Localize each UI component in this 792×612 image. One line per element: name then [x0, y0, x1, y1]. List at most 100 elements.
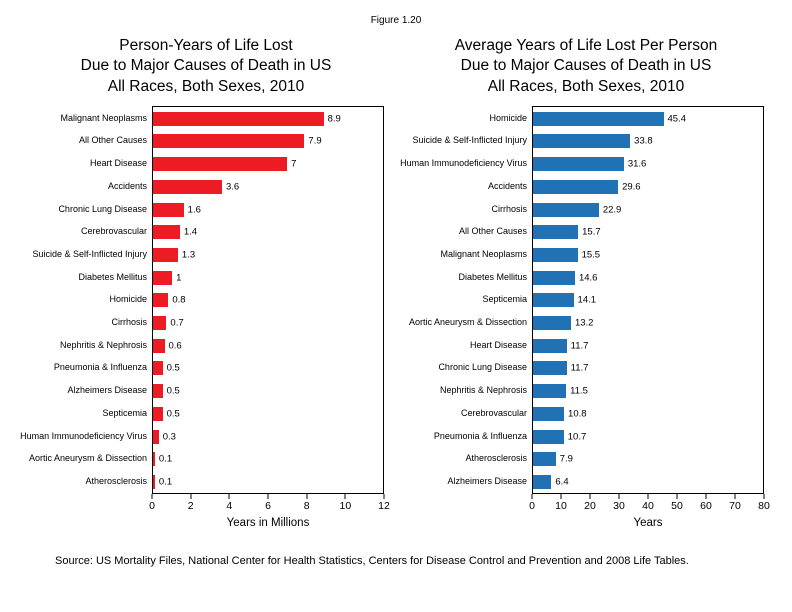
x-axis-tick [734, 494, 736, 500]
x-axis-tick [705, 494, 707, 500]
category-label: Cirrhosis [491, 203, 527, 214]
bar [153, 338, 165, 353]
category-label: Accidents [487, 180, 527, 191]
bar-value-label: 0.3 [162, 431, 176, 443]
x-axis-tick-label: 12 [378, 500, 390, 513]
x-axis-tick [676, 494, 678, 500]
category-label: Pneumonia & Influenza [433, 430, 527, 441]
x-axis-label: Years [633, 517, 663, 530]
x-axis-tick [344, 494, 346, 500]
x-axis-tick [306, 494, 308, 500]
bar [153, 293, 169, 308]
x-axis-tick-label: 40 [642, 500, 654, 513]
x-axis-tick-label: 4 [226, 500, 233, 513]
category-labels: Homicide Suicide & Self-Inflicted Injury H… [400, 106, 532, 492]
bar-value-label: 0.5 [166, 385, 180, 397]
bar [533, 293, 574, 308]
bar [533, 270, 575, 285]
category-label: Diabetes Mellitus [458, 271, 527, 282]
bar [533, 361, 567, 376]
x-axis-tick [190, 494, 192, 500]
bar-value-label: 7.9 [308, 135, 322, 147]
x-axis-tick [647, 494, 649, 500]
category-labels: Malignant Neoplasms All Other Causes Heart… [20, 106, 152, 492]
bar-value-label: 11.7 [570, 362, 589, 374]
bar-value-label: 0.8 [172, 294, 186, 306]
x-axis-tick-label: 0 [529, 500, 535, 513]
bar [153, 406, 163, 421]
bar-value-label: 6.4 [555, 476, 569, 488]
category-label: Alzheimers Disease [447, 476, 527, 486]
bar [153, 270, 173, 285]
category-label: Septicemia [102, 407, 147, 418]
bar [153, 475, 155, 489]
bar [153, 179, 222, 194]
bar-value-label: 0.5 [166, 408, 180, 420]
bar-value-label: 45.4 [667, 113, 687, 125]
x-axis-label: Years in Millions [226, 517, 310, 530]
bar [533, 452, 556, 467]
bar-value-label: 31.6 [627, 158, 647, 170]
bar [533, 475, 552, 489]
bar-value-label: 10.7 [567, 431, 587, 443]
left-chart-body: Malignant Neoplasms All Other Causes Heart… [20, 106, 390, 530]
bar [153, 111, 324, 126]
x-axis-tick-label: 6 [265, 500, 271, 513]
category-label: Nephritis & Nephrosis [439, 385, 527, 396]
bar-value-label: 10.8 [568, 408, 587, 420]
category-label: Cerebrovascular [80, 226, 147, 237]
right-chart-title: Average Years of Life Lost Per Person Du… [454, 37, 718, 95]
bar [153, 384, 163, 399]
category-label: Nephritis & Nephrosis [59, 339, 147, 350]
category-label: Accidents [107, 180, 147, 191]
bar [153, 247, 178, 262]
category-label: Alzheimers Disease [67, 385, 147, 396]
bar-value-label: 14.1 [577, 294, 597, 306]
x-axis-tick [383, 494, 385, 500]
category-label: Suicide & Self-Inflicted Injury [32, 248, 147, 259]
bar-value-label: 29.6 [622, 181, 641, 193]
bar [533, 429, 564, 444]
bar-value-label: 0.1 [158, 476, 173, 488]
category-label: Malignant Neoplasms [440, 248, 527, 259]
bar [533, 247, 578, 262]
category-label: Heart Disease [89, 158, 147, 169]
bar [533, 338, 567, 353]
bar-value-label: 15.7 [582, 226, 601, 238]
figure-number: Figure 1.20 [370, 15, 422, 26]
bar [533, 384, 567, 399]
bar [533, 134, 631, 149]
bar [153, 429, 159, 444]
right-chart-body: Homicide Suicide & Self-Inflicted Injury H… [400, 106, 770, 530]
bar-value-label: 14.6 [578, 272, 598, 284]
category-label: Atherosclerosis [85, 476, 147, 486]
bar-value-label: 1.4 [183, 226, 198, 238]
category-label: Atherosclerosis [465, 453, 527, 464]
x-axis-tick-label: 80 [758, 500, 770, 513]
plot-column: 8.9 7.9 7 3.6 1.6 1.4 1.3 1 0.8 0.7 0.6 0.5 0.5 0.5 0.… [149, 106, 390, 530]
x-axis-tick-label: 20 [584, 500, 596, 513]
bar [533, 179, 619, 194]
bar [153, 157, 288, 172]
category-label: Chronic Lung Disease [438, 362, 527, 373]
bar-value-label: 33.8 [634, 135, 653, 147]
x-axis-tick [763, 494, 765, 500]
bar-value-label: 7.9 [559, 453, 573, 465]
x-axis-tick [151, 494, 153, 500]
category-label: Diabetes Mellitus [78, 271, 147, 282]
right-chart: Average Years of Life Lost Per Person Du… [400, 36, 770, 530]
bar [153, 316, 167, 331]
x-axis-tick [589, 494, 591, 500]
bar [533, 157, 624, 172]
category-label: All Other Causes [78, 135, 147, 146]
bar-value-label: 1.3 [181, 249, 196, 261]
x-axis-tick-label: 30 [613, 500, 625, 513]
plot-area: 8.9 7.9 7 3.6 1.6 1.4 1.3 1 0.8 0.7 0.6 0.5 0.5 0.5 0.… [152, 106, 384, 495]
x-axis-tick-label: 2 [187, 500, 194, 513]
bar-value-label: 0.1 [158, 453, 173, 465]
x-axis-tick [531, 494, 533, 500]
x-axis-tick [228, 494, 230, 500]
bar-value-label: 22.9 [602, 204, 622, 216]
plot-column: 45.4 33.8 31.6 29.6 22.9 15.7 15.5 14.6 14.1 13.2… [529, 106, 770, 530]
